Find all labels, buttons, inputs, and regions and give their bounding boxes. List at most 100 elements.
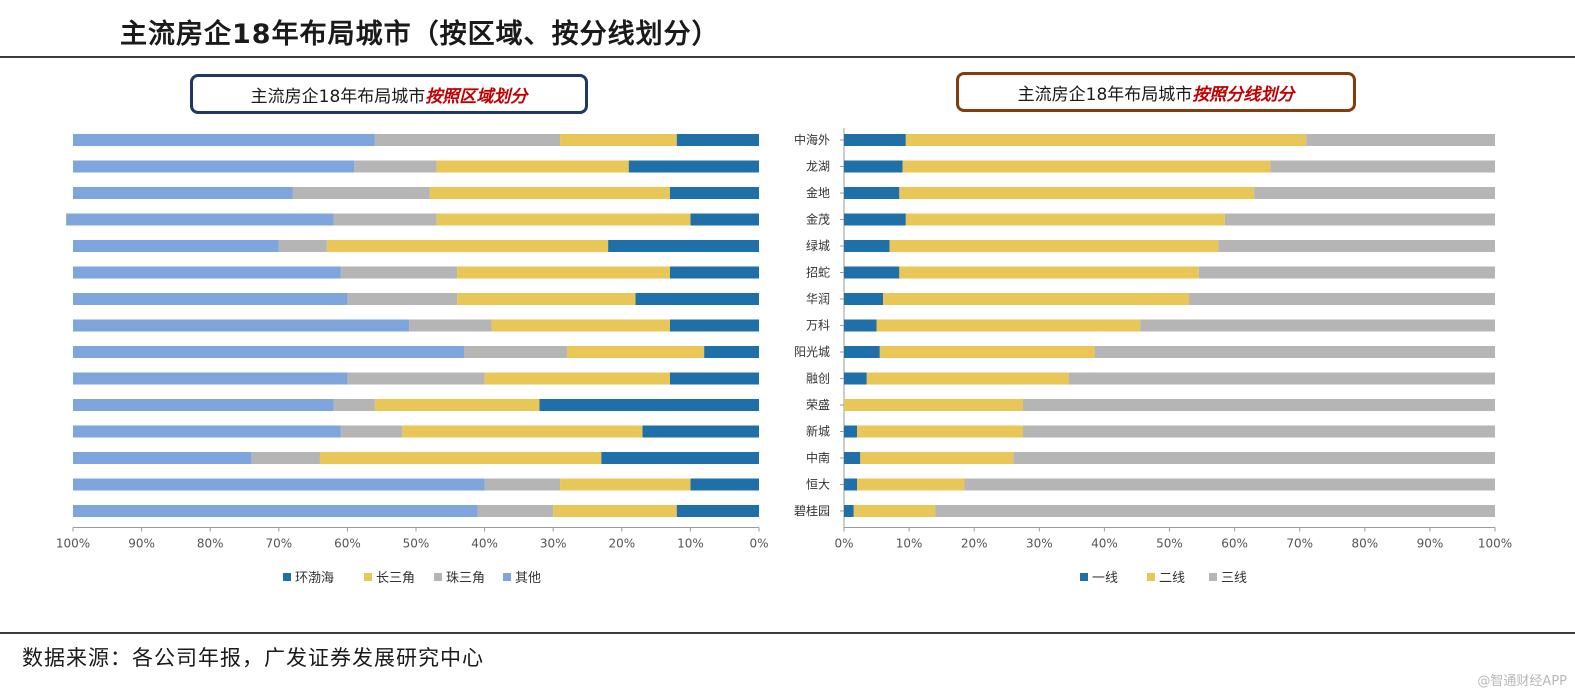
right-category-label: 龙湖 xyxy=(806,159,830,174)
right-category-label: 中南 xyxy=(806,450,830,465)
left-bar-3-series-3 xyxy=(292,187,430,199)
right-category-label: 融创 xyxy=(806,372,830,386)
left-bar-5-series-2 xyxy=(326,240,609,252)
left-bar-5-series-3 xyxy=(278,240,327,252)
left-bar-10-series-1 xyxy=(669,372,759,385)
left-bar-2-series-2 xyxy=(436,160,629,173)
left-bar-4-series-1 xyxy=(690,213,759,226)
left-bar-8-series-4 xyxy=(73,319,410,332)
right-category-label: 新城 xyxy=(806,424,830,439)
left-bar-6-series-3 xyxy=(340,266,458,279)
left-bar-11-series-1 xyxy=(539,399,759,411)
right-bar-11-series-2 xyxy=(844,399,1024,411)
right-bar-3-series-3 xyxy=(1254,187,1495,199)
left-bar-9-series-3 xyxy=(464,346,567,358)
right-bar-7-series-1 xyxy=(844,293,884,305)
left-bar-12-series-1 xyxy=(642,425,759,438)
left-bar-11-series-2 xyxy=(374,399,540,411)
left-x-tick-label: 40% xyxy=(471,537,498,551)
right-x-tick-label: 90% xyxy=(1417,537,1444,551)
right-x-tick-label: 30% xyxy=(1026,537,1053,551)
right-bar-7-series-2 xyxy=(883,293,1190,305)
right-bar-13-series-1 xyxy=(844,452,861,464)
left-legend-swatch-4 xyxy=(503,573,511,581)
left-bar-1-series-3 xyxy=(374,134,561,146)
left-bar-11-series-4 xyxy=(73,399,334,411)
right-bar-15-series-3 xyxy=(935,505,1495,517)
left-bar-2-series-3 xyxy=(354,160,437,173)
page-title: 主流房企18年布局城市（按区域、按分线划分） xyxy=(120,19,720,50)
left-bar-1-series-2 xyxy=(560,134,677,146)
right-bar-2-series-3 xyxy=(1270,160,1495,173)
right-bar-14-series-3 xyxy=(964,478,1495,491)
left-legend-label-2: 长三角 xyxy=(376,571,415,586)
left-bar-2-series-4 xyxy=(73,160,355,173)
right-category-label: 招蛇 xyxy=(806,265,830,280)
left-bar-10-series-4 xyxy=(73,372,348,385)
right-chart-title-highlight: 按照分线划分 xyxy=(1192,84,1295,105)
right-legend-swatch-3 xyxy=(1209,573,1217,581)
right-bar-14-series-2 xyxy=(857,478,965,491)
left-bar-2-series-1 xyxy=(628,160,759,173)
right-x-tick-label: 70% xyxy=(1286,537,1313,551)
left-bar-13-series-3 xyxy=(251,452,320,464)
watermark: @智通财经APP xyxy=(1477,674,1567,689)
left-x-tick-label: 60% xyxy=(334,537,361,551)
left-bar-13-series-4 xyxy=(73,452,252,464)
right-x-tick-label: 60% xyxy=(1221,537,1248,551)
left-legend-swatch-1 xyxy=(283,573,291,581)
left-bar-1-series-4 xyxy=(73,134,375,146)
left-chart-title: 主流房企18年布局城市 按照区域划分 xyxy=(190,74,588,114)
right-bar-9-series-3 xyxy=(1094,346,1495,358)
left-x-tick-label: 10% xyxy=(677,537,704,551)
left-x-tick-label: 50% xyxy=(403,537,430,551)
left-bar-11-series-3 xyxy=(333,399,375,411)
right-x-tick-label: 50% xyxy=(1156,537,1183,551)
left-bar-7-series-4 xyxy=(73,293,348,305)
left-bar-12-series-2 xyxy=(402,425,643,438)
left-legend-label-4: 其他 xyxy=(515,571,541,586)
right-bar-6-series-3 xyxy=(1198,266,1495,279)
left-bar-9-series-4 xyxy=(73,346,465,358)
left-bar-7-series-1 xyxy=(635,293,759,305)
left-bar-6-series-2 xyxy=(457,266,670,279)
right-category-label: 金地 xyxy=(806,185,830,200)
left-bar-4-series-2 xyxy=(436,213,691,226)
right-category-label: 华润 xyxy=(806,292,830,306)
left-bar-14-series-3 xyxy=(484,478,561,491)
right-category-label: 绿城 xyxy=(806,238,830,253)
right-x-tick-label: 40% xyxy=(1091,537,1118,551)
left-bar-14-series-4 xyxy=(73,478,485,491)
left-bar-7-series-3 xyxy=(347,293,458,305)
right-bar-4-series-2 xyxy=(905,213,1225,226)
right-x-tick-label: 100% xyxy=(1478,537,1512,551)
right-bar-10-series-1 xyxy=(844,372,867,385)
top-divider xyxy=(0,56,1575,58)
left-x-tick-label: 90% xyxy=(128,537,155,551)
left-legend-swatch-2 xyxy=(364,573,372,581)
right-legend-label-1: 一线 xyxy=(1092,571,1118,586)
right-bar-7-series-3 xyxy=(1189,293,1495,305)
right-bar-9-series-2 xyxy=(879,346,1095,358)
left-x-tick-label: 20% xyxy=(608,537,635,551)
right-category-label: 荣盛 xyxy=(806,397,830,412)
left-bar-12-series-3 xyxy=(340,425,403,438)
right-x-tick-label: 0% xyxy=(834,537,853,551)
right-bar-4-series-3 xyxy=(1224,213,1495,226)
right-x-tick-label: 80% xyxy=(1351,537,1378,551)
left-legend-label-3: 珠三角 xyxy=(446,571,485,586)
left-bar-5-series-1 xyxy=(608,240,759,252)
right-bar-8-series-2 xyxy=(876,319,1141,332)
source-note: 数据来源：各公司年报，广发证券发展研究中心 xyxy=(22,646,484,670)
right-bar-5-series-3 xyxy=(1218,240,1496,252)
right-category-label: 碧桂园 xyxy=(794,503,830,518)
right-bar-10-series-3 xyxy=(1068,372,1496,385)
right-chart-title: 主流房企18年布局城市 按照分线划分 xyxy=(956,72,1356,112)
left-bar-14-series-1 xyxy=(690,478,759,491)
left-bar-12-series-4 xyxy=(73,425,341,438)
left-bar-10-series-2 xyxy=(484,372,670,385)
right-bar-6-series-1 xyxy=(844,266,900,279)
right-legend-label-3: 三线 xyxy=(1221,571,1247,586)
right-category-label: 中海外 xyxy=(794,132,830,147)
